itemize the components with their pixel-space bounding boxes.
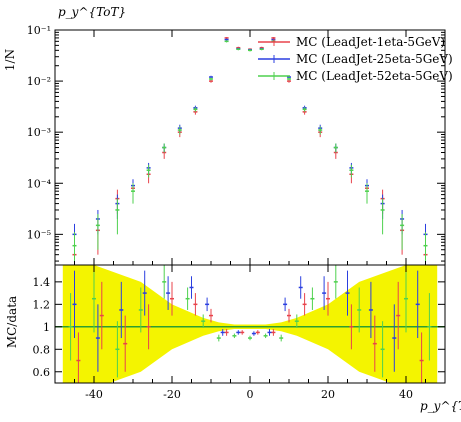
main-y-tick-label: 10⁻¹: [27, 24, 51, 37]
ratio-y-tick-label: 0.8: [33, 343, 51, 356]
main-y-tick-label: 10⁻⁵: [27, 228, 51, 241]
ratio-plot-area: 0.6 0.8 1 1.2 1.4 -40 -20 0 20 40: [33, 264, 446, 401]
legend-entry: MC (LeadJet-52eta-5GeV): [296, 69, 453, 83]
ratio-y-tick-label: 1.2: [33, 298, 51, 311]
ratio-y-tick-label: 1: [43, 321, 50, 334]
x-tick-label: 20: [321, 388, 335, 401]
x-tick-label: 40: [399, 388, 413, 401]
main-y-tick-label: 10⁻²: [27, 75, 51, 88]
legend-entry: MC (LeadJet-25eta-5GeV): [296, 52, 453, 66]
x-tick-label: 0: [247, 388, 254, 401]
main-plot-area: 10⁻⁵ 10⁻⁴ 10⁻³ 10⁻² 10⁻¹: [27, 24, 446, 266]
x-tick-label: -40: [85, 388, 103, 401]
ratio-y-axis-label: MC/data: [5, 296, 19, 348]
main-y-tick-label: 10⁻³: [27, 126, 51, 139]
main-plot-title: p_y^{ToT}: [58, 5, 126, 19]
x-axis-label: p_y^{ToT}: [420, 399, 461, 413]
ratio-y-tick-label: 1.4: [33, 276, 51, 289]
main-y-axis-label: 1/N: [3, 49, 17, 71]
ratio-y-tick-label: 0.6: [33, 366, 51, 379]
legend: MC (LeadJet-1eta-5GeV) MC (LeadJet-25eta-…: [258, 35, 453, 83]
legend-entry: MC (LeadJet-1eta-5GeV): [296, 35, 445, 49]
data-uncertainty-band: [62, 265, 438, 383]
x-tick-label: -20: [163, 388, 181, 401]
main-y-tick-label: 10⁻⁴: [27, 177, 52, 190]
